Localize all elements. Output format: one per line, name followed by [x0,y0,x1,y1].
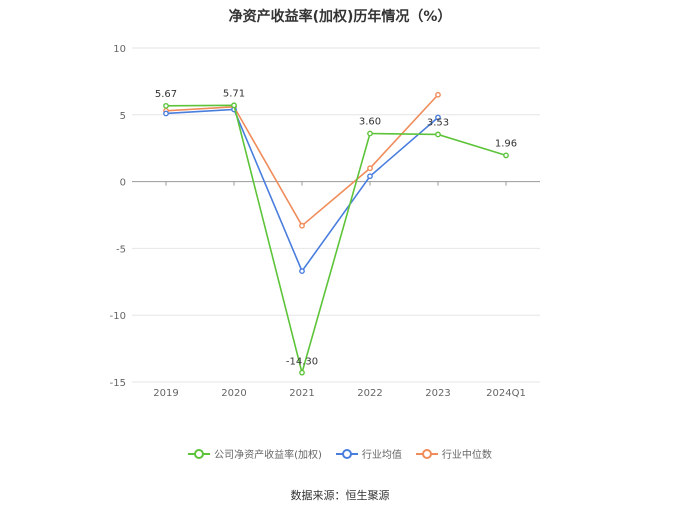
legend: 公司净资产收益率(加权) 行业均值 行业中位数 [0,446,680,461]
data-point-0 [367,130,373,137]
x-tick-label: 2024Q1 [486,388,526,399]
chart-title: 净资产收益率(加权)历年情况（%） [228,9,452,25]
legend-swatch [335,448,358,459]
x-axis-ticks: 2019 2020 2021 2022 2023 2024Q1 [153,181,526,399]
data-point-0 [231,102,237,109]
x-tick-label: 2020 [221,388,246,399]
data-point-2 [299,222,305,229]
data-point-2 [435,91,441,98]
legend-label: 行业中位数 [441,450,492,461]
data-label: 5.67 [155,89,177,100]
y-tick-label: -15 [110,378,126,389]
x-tick-label: 2021 [289,388,314,399]
data-label: -14.30 [286,357,318,368]
data-point-2 [367,165,373,172]
x-tick-label: 2022 [357,388,382,399]
data-point-0 [435,131,441,138]
legend-item-0[interactable]: 公司净资产收益率(加权) [188,446,322,461]
series-line-0 [165,104,507,376]
legend-label: 公司净资产收益率(加权) [214,450,322,461]
legend-label: 行业均值 [361,450,402,461]
data-label: 1.96 [495,138,517,149]
data-point-0 [299,369,305,376]
y-axis-ticks: 10 5 0 -5 -10 -15 [110,44,126,389]
data-point-1 [299,268,305,275]
data-label: 5.71 [223,88,245,99]
data-label: 3.60 [359,117,381,128]
legend-item-2[interactable]: 行业中位数 [415,446,492,461]
data-point-0 [163,102,169,109]
data-point-1 [367,173,373,180]
y-tick-label: 10 [113,44,126,55]
source-note: 数据来源：恒生聚源 [290,489,390,502]
x-tick-label: 2023 [425,388,450,399]
data-point-1 [435,114,441,121]
y-tick-label: 5 [120,111,126,122]
legend-swatch [415,448,438,459]
legend-item-1[interactable]: 行业均值 [335,446,402,461]
y-tick-label: 0 [120,178,126,189]
data-label: 3.53 [427,117,449,128]
data-point-1 [163,110,169,117]
series-lines [163,91,509,376]
y-tick-label: -5 [116,244,126,255]
data-labels: 5.67 5.71 -14.30 3.60 3.53 1.96 [155,88,517,367]
legend-swatch [188,448,211,459]
x-tick-label: 2019 [153,388,178,399]
data-point-0 [503,152,509,159]
y-tick-label: -10 [110,311,126,322]
grid-lines [132,47,540,383]
